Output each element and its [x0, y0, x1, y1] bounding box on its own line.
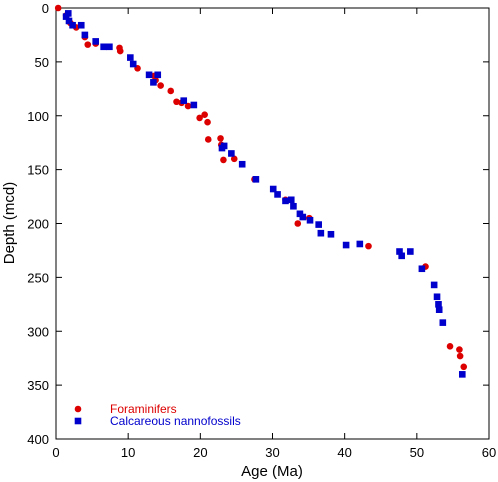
foraminifer-point	[167, 87, 175, 95]
legend-foraminifer-marker	[74, 405, 82, 413]
nannofossil-point	[65, 17, 73, 25]
y-tick-label: 350	[27, 378, 49, 393]
foraminifer-point	[116, 47, 124, 55]
y-axis-title: Depth (mcd)	[1, 182, 18, 265]
nannofossil-point	[356, 240, 364, 248]
plot-frame	[55, 7, 490, 440]
y-tick-label: 150	[27, 163, 49, 178]
nannofossil-point	[269, 185, 277, 193]
nannofossil-point	[327, 230, 335, 238]
nannofossil-point	[127, 54, 134, 61]
y-tick-label: 200	[27, 217, 49, 232]
x-tick-label: 10	[121, 445, 135, 460]
foraminifer-point	[201, 111, 208, 118]
legend-label: Foraminifers	[110, 402, 177, 416]
nannofossil-point	[100, 43, 107, 51]
x-tick-label: 50	[410, 445, 424, 460]
nannofossil-point	[287, 196, 295, 204]
nannofossil-point	[154, 71, 162, 79]
nannofossil-point	[306, 216, 314, 224]
nannofossil-point	[220, 142, 228, 150]
nannofossil-point	[299, 213, 307, 221]
foraminifer-point	[204, 118, 211, 126]
foraminifer-point	[157, 82, 164, 89]
foraminifer-point	[446, 343, 454, 350]
y-tick-label: 50	[35, 55, 49, 70]
foraminifer-point	[196, 114, 203, 122]
x-tick-label: 60	[482, 445, 496, 460]
legend-label: Calcareous nannofossils	[110, 414, 241, 428]
nannofossil-point	[317, 229, 325, 237]
foraminifer-point	[460, 363, 468, 371]
foraminifer-point	[54, 4, 62, 12]
nannofossil-point	[228, 150, 235, 157]
foraminifer-point	[84, 41, 92, 48]
nannofossil-point	[398, 252, 405, 260]
nannofossil-point	[190, 101, 198, 109]
axis-ticks: 0 10 20 30 40 50 60 0 50 100 150 200 250 300 350 400	[27, 1, 496, 460]
nannofossil-point	[418, 265, 426, 273]
x-axis-title: Age (Ma)	[241, 463, 303, 480]
nannofossil-point	[145, 71, 153, 79]
nannofossil-point	[64, 10, 72, 17]
nannofossil-point	[342, 241, 350, 249]
foraminifer-point	[204, 136, 212, 143]
y-tick-label: 300	[27, 324, 49, 339]
foraminifer-point	[294, 220, 302, 227]
nannofossil-point	[252, 176, 260, 183]
nannofossil-point	[430, 281, 438, 289]
nannofossil-point	[69, 21, 76, 29]
y-tick-label: 0	[42, 1, 49, 16]
foraminifer-point	[173, 98, 180, 106]
nannofossil-point	[435, 301, 442, 308]
foraminifer-point	[456, 346, 463, 353]
nannofossil-point	[92, 38, 99, 45]
x-tick-label: 20	[193, 445, 207, 460]
nannofossil-point	[315, 221, 322, 228]
legend-nannofossil-marker	[74, 417, 82, 425]
nannofossil-point	[150, 79, 157, 86]
foraminifer-point	[456, 352, 464, 360]
y-tick-label: 100	[27, 109, 49, 124]
x-tick-label: 40	[337, 445, 351, 460]
nannofossil-point	[129, 60, 137, 68]
foraminifer-point	[230, 155, 238, 163]
nannofossil-point	[433, 293, 441, 301]
data-points	[54, 4, 468, 378]
nannofossil-point	[282, 197, 289, 205]
foraminifer-point	[217, 135, 224, 142]
nannofossil-point	[106, 43, 113, 51]
foraminifer-point	[184, 102, 192, 110]
nannofossil-point	[81, 31, 89, 39]
foraminifer-point	[365, 242, 372, 250]
nannofossil-point	[238, 160, 246, 168]
nannofossil-point	[290, 202, 297, 210]
nannofossil-point	[458, 371, 466, 378]
nannofossil-point	[439, 319, 447, 326]
foraminifer-point	[220, 156, 227, 164]
nannofossil-point	[274, 191, 281, 198]
nannofossil-point	[180, 97, 188, 104]
y-tick-label: 400	[27, 432, 49, 447]
x-tick-label: 30	[265, 445, 279, 460]
nannofossil-point	[407, 248, 414, 255]
y-tick-label: 250	[27, 270, 49, 285]
nannofossil-point	[396, 248, 403, 255]
x-tick-label: 0	[52, 445, 59, 460]
nannofossil-point	[435, 306, 443, 313]
nannofossil-point	[77, 21, 85, 29]
